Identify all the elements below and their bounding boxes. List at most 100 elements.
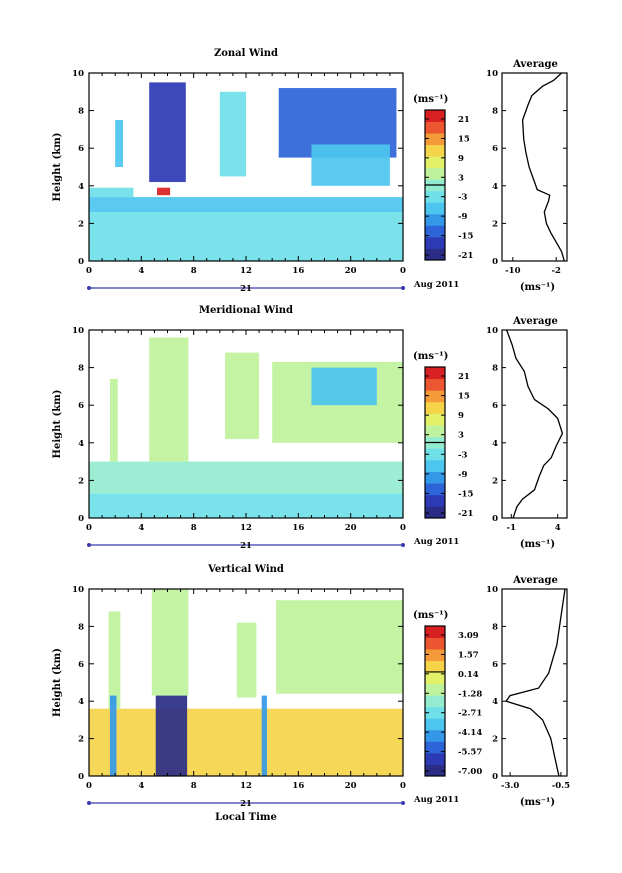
colorbar-swatch (425, 425, 445, 438)
colorbar-swatch (425, 167, 445, 180)
y-axis-label: Height (km) (52, 648, 63, 717)
colorbar-swatch (425, 156, 445, 169)
colorbar-tick-label: 15 (458, 134, 470, 144)
date-bar-end (87, 286, 91, 290)
colorbar-tick-label: -9 (458, 212, 468, 222)
y-tick-label: 2 (78, 219, 84, 229)
colorbar-tick-label: 21 (458, 372, 470, 382)
colorbar-tick-label: 1.57 (458, 650, 479, 660)
colorbar-swatch (425, 626, 445, 638)
colorbar-swatch (425, 683, 445, 696)
heatmap-cell (89, 708, 403, 776)
colorbar-swatch (425, 413, 445, 426)
profile-x-tick-label: -1 (507, 523, 517, 533)
profile-line (505, 329, 564, 519)
colorbar-swatch (425, 637, 445, 650)
profile-y-tick-label: 0 (492, 772, 498, 782)
colorbar-tick-label: -2.71 (458, 709, 482, 719)
colorbar-swatch (425, 190, 445, 203)
y-tick-label: 10 (72, 326, 84, 336)
heatmap-cell (89, 244, 403, 261)
colorbar-swatch (425, 672, 445, 685)
profile-x-tick-label: -2 (551, 266, 561, 276)
panel-title: Zonal Wind (214, 48, 278, 59)
x-tick-label: 0 (400, 523, 406, 533)
colorbar-swatch (425, 133, 445, 146)
colorbar-tick-label: -1.28 (458, 689, 482, 699)
colorbar-tick-label: 0.14 (458, 670, 479, 680)
date-bar-end (87, 543, 91, 547)
heatmap-cell (276, 600, 403, 694)
colorbar-swatch (425, 378, 445, 391)
profile-frame (501, 329, 568, 519)
colorbar-swatch (425, 706, 445, 719)
y-tick-label: 0 (78, 772, 84, 782)
colorbar-tick-label: 3.09 (458, 631, 479, 641)
heatmap-cell (311, 144, 390, 186)
colorbar-tick-label: -5.57 (458, 748, 482, 758)
colorbar-tick-label: -9 (458, 470, 468, 480)
y-tick-label: 6 (78, 401, 84, 411)
profile-y-tick-label: 2 (492, 735, 498, 745)
x-tick-label: 0 (86, 523, 92, 533)
date-suffix: Aug 2011 (413, 537, 459, 547)
colorbar-swatch (425, 390, 445, 403)
heatmap-regions (89, 589, 403, 776)
heatmap-cell (89, 212, 403, 245)
colorbar-tick-label: -7.00 (458, 767, 482, 777)
profile-x-tick-label: -10 (505, 266, 520, 276)
y-tick-label: 0 (78, 257, 84, 267)
x-tick-label: 0 (400, 266, 406, 276)
x-axis-label: Local Time (215, 812, 277, 823)
profile-x-tick-label: -0.5 (552, 781, 570, 791)
colorbar-swatch (425, 660, 445, 673)
colorbar-swatch (425, 144, 445, 157)
profile-y-tick-label: 2 (492, 219, 498, 229)
y-tick-label: 6 (78, 660, 84, 670)
profile-title: Average (512, 59, 558, 70)
heatmap-cell (108, 611, 121, 709)
profile-line (505, 588, 566, 777)
date-bar-end (401, 543, 405, 547)
colorbar-tick-label: 21 (458, 115, 470, 125)
heatmap-cell (311, 367, 377, 406)
heatmap-cell (155, 695, 188, 776)
date-suffix: Aug 2011 (413, 795, 459, 805)
profile-y-tick-label: 6 (492, 401, 498, 411)
profile-y-tick-label: 8 (492, 364, 498, 374)
x-tick-label: 8 (191, 266, 197, 276)
x-tick-label: 12 (240, 523, 252, 533)
profile-y-tick-label: 2 (492, 476, 498, 486)
date-label: 21 (240, 799, 252, 809)
heatmap-cell (236, 622, 257, 698)
colorbar-tick-label: 3 (458, 173, 464, 183)
colorbar-swatch (425, 741, 445, 754)
heatmap-cell (149, 82, 186, 183)
colorbar-swatch (425, 110, 445, 122)
x-tick-label: 20 (345, 266, 357, 276)
profile-y-tick-label: 8 (492, 107, 498, 117)
profile-line (521, 72, 565, 262)
colorbar-swatch (425, 459, 445, 472)
y-tick-label: 2 (78, 476, 84, 486)
colorbar-swatch (425, 401, 445, 414)
colorbar-swatch (425, 448, 445, 461)
x-tick-label: 0 (86, 266, 92, 276)
y-axis-label: Height (km) (52, 390, 63, 459)
colorbar-swatch (425, 649, 445, 662)
colorbar-tick-label: 9 (458, 154, 464, 164)
profile-y-tick-label: 8 (492, 622, 498, 632)
panel-title: Meridional Wind (199, 305, 293, 316)
colorbar-swatch (425, 506, 445, 519)
colorbar-swatch (425, 695, 445, 708)
y-tick-label: 6 (78, 144, 84, 154)
colorbar-tick-label: -21 (458, 509, 473, 519)
heatmap-regions (89, 337, 403, 518)
date-bar-end (87, 801, 91, 805)
x-tick-label: 20 (345, 523, 357, 533)
y-tick-label: 4 (78, 439, 84, 449)
x-tick-label: 4 (138, 266, 144, 276)
x-tick-label: 12 (240, 781, 252, 791)
colorbar-swatch (425, 236, 445, 249)
